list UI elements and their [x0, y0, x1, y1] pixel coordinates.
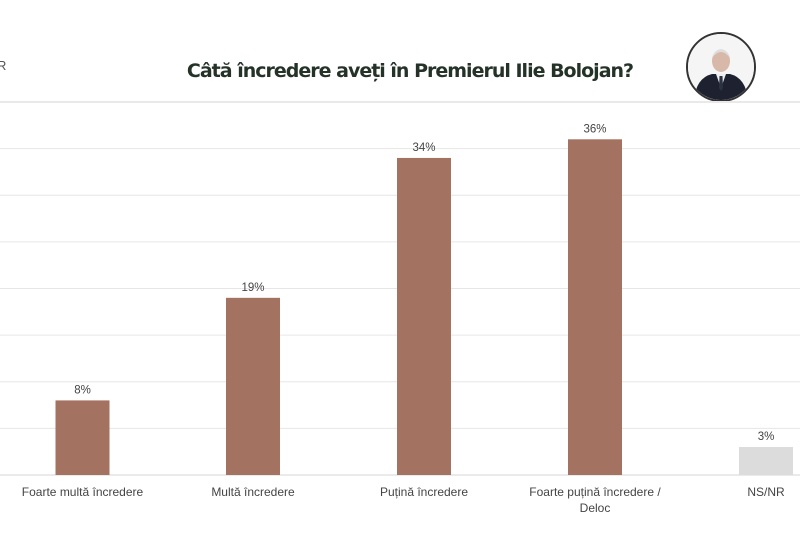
chart-title: Câtă încredere aveți în Premierul Ilie B…: [186, 60, 634, 82]
data-label: 36%: [583, 123, 606, 135]
data-label: 8%: [74, 384, 91, 396]
data-label: 34%: [412, 142, 435, 154]
bar: [226, 297, 280, 475]
bar: [397, 157, 451, 475]
x-tick-label: Foarte multă încredere: [22, 485, 144, 499]
avatar: [686, 32, 756, 102]
x-tick-label: Foarte puțină încredere / Deloc: [529, 485, 661, 515]
x-tick-label: NS/NR: [747, 485, 785, 499]
bar: [568, 139, 622, 476]
bar: [739, 447, 793, 475]
data-label: 3%: [758, 431, 775, 443]
x-tick-label: Puțină încredere: [380, 485, 468, 499]
person-photo-icon: [688, 34, 754, 100]
bar: [55, 400, 110, 475]
data-label: 19%: [241, 282, 264, 294]
x-tick-label: Multă încredere: [211, 485, 295, 499]
cropped-text: R: [0, 58, 7, 73]
